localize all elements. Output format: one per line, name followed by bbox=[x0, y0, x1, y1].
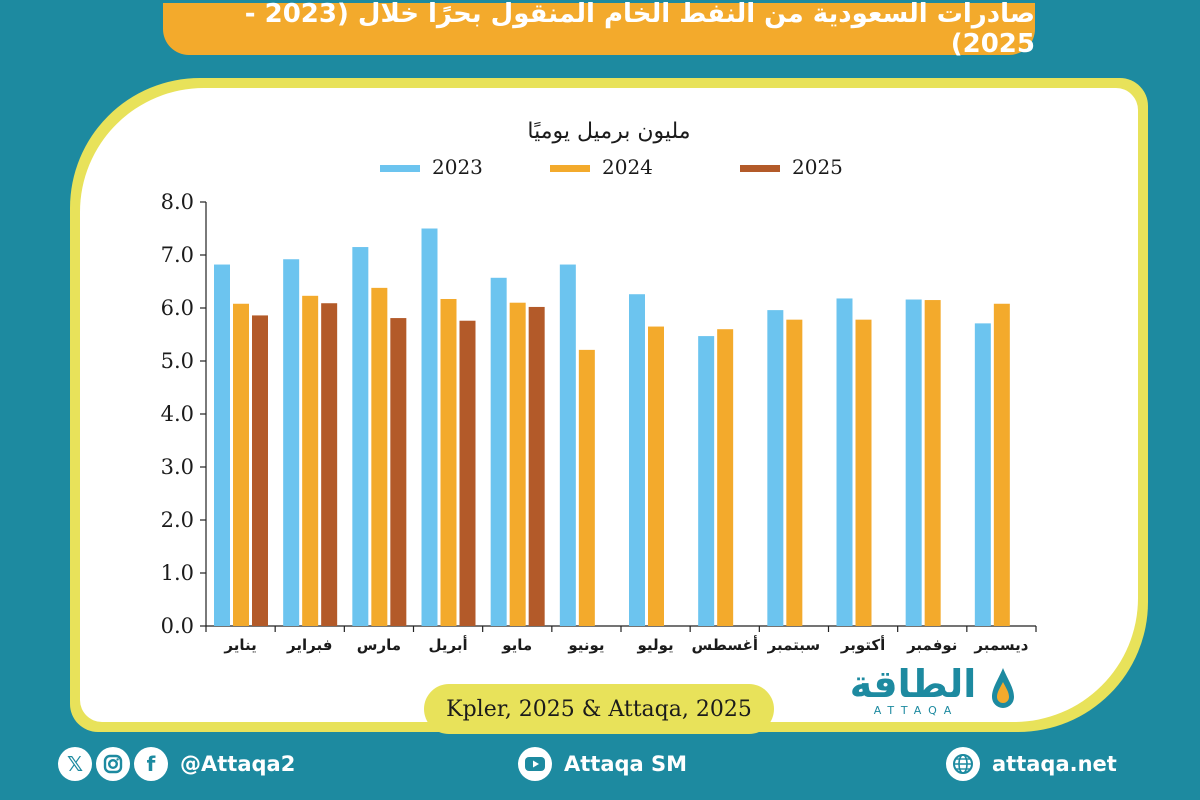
source-text: Kpler, 2025 & Attaqa, 2025 bbox=[446, 696, 752, 722]
bar-2023-أغسطس bbox=[698, 336, 715, 626]
legend-label-2023: 2023 bbox=[432, 155, 483, 179]
bar-2023-أبريل bbox=[421, 228, 438, 626]
bar-2023-نوفمبر bbox=[905, 299, 922, 626]
bar-2024-أكتوبر bbox=[855, 319, 872, 626]
bar-2023-أكتوبر bbox=[836, 298, 853, 626]
chart-title: صادرات السعودية من النفط الخام المنقول ب… bbox=[244, 0, 1035, 59]
social-handle[interactable]: @Attaqa2 bbox=[180, 752, 296, 776]
x-tick-label: أغسطس bbox=[692, 635, 758, 654]
bar-chart: مليون برميل يوميًا 2023 2024 2025 0.0 1.0 2.0 3… bbox=[161, 119, 1037, 654]
source-box: Kpler, 2025 & Attaqa, 2025 bbox=[424, 684, 774, 734]
y-tick-label: 2.0 bbox=[161, 508, 194, 532]
bar-2024-يونيو bbox=[578, 349, 595, 626]
bar-2023-فبراير bbox=[283, 259, 300, 626]
x-tick-label: يونيو bbox=[567, 636, 604, 654]
x-icon[interactable]: 𝕏 bbox=[58, 747, 92, 781]
bar-2023-مايو bbox=[490, 277, 507, 626]
y-tick-label: 1.0 bbox=[161, 561, 194, 585]
x-tick-label: نوفمبر bbox=[906, 636, 957, 654]
bar-2024-يناير bbox=[233, 303, 249, 626]
bar-2024-سبتمبر bbox=[786, 319, 803, 626]
youtube-icon[interactable] bbox=[518, 747, 552, 781]
legend-swatch-2024 bbox=[550, 165, 590, 172]
y-tick-label: 8.0 bbox=[161, 190, 194, 214]
legend-label-2025: 2025 bbox=[792, 155, 843, 179]
x-tick-label: ديسمبر bbox=[973, 636, 1028, 654]
bar-2023-سبتمبر bbox=[767, 310, 784, 626]
bar-2025-فبراير bbox=[321, 303, 338, 626]
y-axis-label: مليون برميل يوميًا bbox=[527, 119, 690, 144]
bar-2024-مايو bbox=[509, 302, 526, 626]
y-tick-label: 4.0 bbox=[161, 402, 194, 426]
x-tick-label: أكتوبر bbox=[840, 635, 885, 654]
y-tick-label: 6.0 bbox=[161, 296, 194, 320]
bar-2024-نوفمبر bbox=[924, 300, 941, 626]
x-tick-label: فبراير bbox=[286, 636, 332, 654]
bar-2023-يونيو bbox=[559, 264, 576, 626]
website-link[interactable]: attaqa.net bbox=[946, 745, 1117, 783]
youtube-channel[interactable]: Attaqa SM bbox=[564, 752, 688, 776]
bar-2024-يوليو bbox=[648, 326, 664, 626]
bar-2025-يناير bbox=[252, 315, 268, 626]
bar-2023-مارس bbox=[352, 247, 369, 627]
bar-2025-مارس bbox=[390, 318, 407, 626]
bar-2023-ديسمبر bbox=[974, 323, 991, 626]
brand-name: الطاقة bbox=[849, 662, 977, 706]
bar-2023-يناير bbox=[214, 264, 230, 626]
legend-swatch-2023 bbox=[380, 165, 420, 172]
youtube-link[interactable]: Attaqa SM bbox=[518, 745, 687, 783]
y-tick-label: 3.0 bbox=[161, 455, 194, 479]
instagram-icon[interactable] bbox=[96, 747, 130, 781]
x-tick-label: مايو bbox=[501, 636, 532, 654]
bar-2024-فبراير bbox=[302, 295, 319, 626]
website-url[interactable]: attaqa.net bbox=[992, 752, 1117, 776]
legend-label-2024: 2024 bbox=[602, 155, 653, 179]
bar-2025-مايو bbox=[528, 306, 545, 626]
x-tick-label: يناير bbox=[223, 636, 256, 654]
social-links: 𝕏 f @Attaqa2 bbox=[58, 745, 295, 783]
bar-2024-مارس bbox=[371, 287, 388, 626]
x-tick-label: مارس bbox=[357, 636, 401, 654]
bar-2024-أبريل bbox=[440, 298, 457, 626]
y-tick-label: 0.0 bbox=[161, 614, 194, 638]
x-tick-label: أبريل bbox=[429, 635, 468, 654]
globe-icon[interactable] bbox=[946, 747, 980, 781]
legend-swatch-2025 bbox=[740, 165, 780, 172]
brand-latin: ATTAQA bbox=[873, 704, 959, 717]
chart-title-banner: صادرات السعودية من النفط الخام المنقول ب… bbox=[163, 0, 1035, 59]
bar-2025-أبريل bbox=[459, 320, 476, 626]
chart-card: مليون برميل يوميًا 2023 2024 2025 0.0 1.0 2.0 3… bbox=[80, 88, 1138, 722]
bar-2024-ديسمبر bbox=[993, 303, 1010, 626]
bar-2023-يوليو bbox=[629, 294, 645, 626]
x-tick-label: سبتمبر bbox=[767, 636, 821, 654]
x-tick-label: يوليو bbox=[636, 636, 673, 654]
oil-drop-icon bbox=[992, 668, 1014, 708]
brand-logo: الطاقة ATTAQA bbox=[838, 664, 1018, 720]
y-tick-label: 7.0 bbox=[161, 243, 194, 267]
bar-2024-أغسطس bbox=[717, 329, 734, 626]
y-tick-label: 5.0 bbox=[161, 349, 194, 373]
facebook-icon[interactable]: f bbox=[134, 747, 168, 781]
